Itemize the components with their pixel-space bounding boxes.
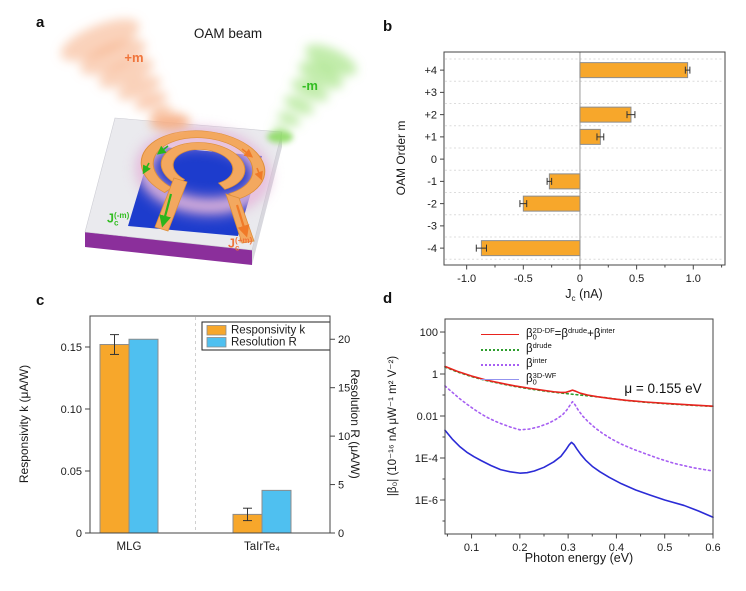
beam-plus-label: +m	[124, 50, 144, 65]
curve-series-0	[444, 365, 714, 407]
panel-d-chart: 0.1 0.2 0.3 0.4 0.5 0.6 100 1 0.01 1E-4 1E-6	[415, 318, 721, 554]
jc-plus-label: Jc(+m)	[228, 236, 253, 253]
category-label: TaIrTe₄	[244, 541, 280, 553]
right-tick-label: 0	[338, 528, 344, 540]
panel-letter-b: b	[383, 18, 393, 35]
x-tick-label: 0.3	[560, 542, 575, 554]
legend-label-3d-wf: β03D-WF	[526, 371, 557, 387]
x-tick-label: 0.5	[657, 542, 672, 554]
x-tick-label: -1.0	[457, 273, 476, 285]
right-tick-label: 20	[338, 334, 350, 346]
legend-label-drude: βdrude	[526, 341, 552, 356]
bar-m--2	[522, 195, 581, 212]
panel-c-left-axis-title: Responsivity k (μA/W)	[17, 364, 31, 484]
y-tick-label: 1E-4	[415, 453, 438, 465]
chemical-potential-annotation: μ = 0.155 eV	[624, 381, 702, 396]
ring-current-arrows	[142, 145, 263, 181]
substrate-side-right	[252, 132, 282, 265]
bar-resolution-TaIrTe₄	[261, 489, 292, 534]
legend-entry-drude: βdrude	[481, 341, 552, 356]
x-tick-label: -0.5	[514, 273, 533, 285]
bar-responsivity-MLG	[99, 344, 130, 534]
curve-series-3	[444, 429, 714, 519]
y-tick-label: -1	[427, 176, 437, 188]
panel-letter-d: d	[383, 290, 393, 307]
left-tick-label: 0.05	[61, 466, 82, 478]
y-tick-label: +1	[424, 132, 437, 144]
right-tick-label: 15	[338, 382, 350, 394]
y-tick-label: -3	[427, 221, 437, 233]
legend-swatch-resolution	[206, 337, 227, 348]
y-tick-label: 1	[432, 369, 438, 381]
bar-m--4	[480, 240, 581, 257]
jc-plus-arrow	[235, 204, 250, 238]
x-tick-label: 0.5	[629, 273, 644, 285]
panel-letter-c: c	[36, 292, 45, 309]
legend-label-responsivity: Responsivity k	[231, 325, 305, 337]
right-tick-label: 10	[338, 431, 350, 443]
panel-c-right-axis-title: Resolution R (μA/W)	[348, 369, 362, 479]
y-tick-label: 0.01	[417, 411, 438, 423]
y-tick-label: 0	[431, 154, 437, 166]
oam-beam-title: OAM beam	[193, 26, 263, 41]
bar-m-+4	[579, 62, 689, 79]
jc-minus-arrow	[159, 193, 173, 228]
panel-d-y-axis-title: |β₀| (10⁻¹⁶ nA μW⁻¹ m² V⁻²)	[387, 355, 399, 497]
panel-d-x-axis-title: Photon energy (eV)	[524, 551, 634, 565]
legend-line-2d-df	[481, 334, 519, 335]
curve-series-2	[444, 385, 714, 472]
left-tick-label: 0	[76, 528, 82, 540]
plot-frame	[89, 315, 331, 534]
y-tick-label: +4	[424, 65, 437, 77]
bar-m--1	[548, 173, 581, 190]
legend-label-inter: βinter	[526, 356, 548, 371]
legend-entry-inter: βinter	[481, 356, 547, 371]
y-tick-label: 100	[420, 327, 438, 339]
left-tick-label: 0.10	[61, 404, 82, 416]
panel-b-x-axis-title: Jc (nA)	[565, 287, 603, 303]
bar-resolution-MLG	[128, 338, 159, 534]
x-tick-label: 0.1	[464, 542, 479, 554]
bar-m-+2	[579, 106, 632, 123]
legend-entry-3d-wf: β03D-WF	[481, 371, 557, 387]
y-tick-label: 1E-6	[415, 495, 438, 507]
legend-entry-2d-df: β02D-DF=βdrude+βinter	[481, 326, 615, 342]
legend-line-inter	[481, 364, 519, 366]
oam-beam-minus	[273, 44, 357, 136]
y-tick-label: -2	[427, 198, 437, 210]
x-tick-label: 0	[577, 273, 583, 285]
legend-line-3d-wf	[481, 379, 519, 380]
legend-line-drude	[481, 349, 519, 351]
electrode-inner-arc	[160, 142, 246, 190]
beam-minus-label: -m	[302, 78, 318, 93]
panel-letter-a: a	[36, 14, 45, 31]
category-label: MLG	[117, 541, 142, 553]
panel-c-chart: MLG TaIrTe₄ 0 0.05 0.10 0.15 0 5 10 15 20 Responsiv…	[61, 315, 350, 553]
x-tick-label: 0.6	[705, 542, 720, 554]
x-tick-label: 0.2	[512, 542, 527, 554]
legend-label-resolution: Resolution R	[231, 337, 297, 349]
x-tick-label: 0.4	[609, 542, 624, 554]
y-tick-label: +2	[424, 109, 437, 121]
panel-b-chart: +4 +3 +2 +1 0 -1 -2 -3 -4 -1.0 -0.5 0 0.5 1.0	[424, 51, 726, 285]
y-tick-label: +3	[424, 87, 437, 99]
right-tick-label: 5	[338, 479, 344, 491]
plot-frame	[444, 318, 714, 535]
left-tick-label: 0.15	[61, 342, 82, 354]
panel-a-illustration	[60, 19, 357, 265]
panel-b-y-axis-title: OAM Order m	[394, 120, 408, 196]
x-tick-label: 1.0	[686, 273, 701, 285]
y-tick-label: -4	[427, 243, 437, 255]
legend-swatch-responsivity	[206, 325, 227, 336]
substrate-side-bottom	[85, 232, 252, 265]
oam-beam-plus	[60, 19, 172, 119]
legend-label-2d-df: β02D-DF=βdrude+βinter	[526, 326, 615, 342]
jc-minus-label: Jc(-m)	[107, 211, 130, 228]
plot-frame	[443, 51, 726, 266]
